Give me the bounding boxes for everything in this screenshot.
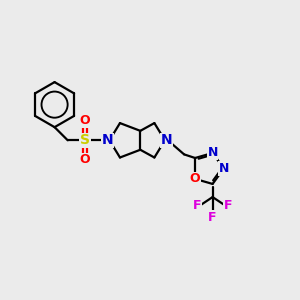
Text: S: S: [80, 133, 90, 147]
Text: N: N: [207, 146, 218, 160]
Text: O: O: [80, 153, 90, 166]
Text: N: N: [219, 162, 229, 175]
Text: F: F: [193, 199, 201, 212]
Text: F: F: [208, 211, 217, 224]
Text: F: F: [224, 199, 232, 212]
Text: N: N: [102, 133, 113, 147]
Text: O: O: [190, 172, 200, 185]
Text: N: N: [161, 133, 173, 147]
Text: O: O: [80, 114, 90, 128]
